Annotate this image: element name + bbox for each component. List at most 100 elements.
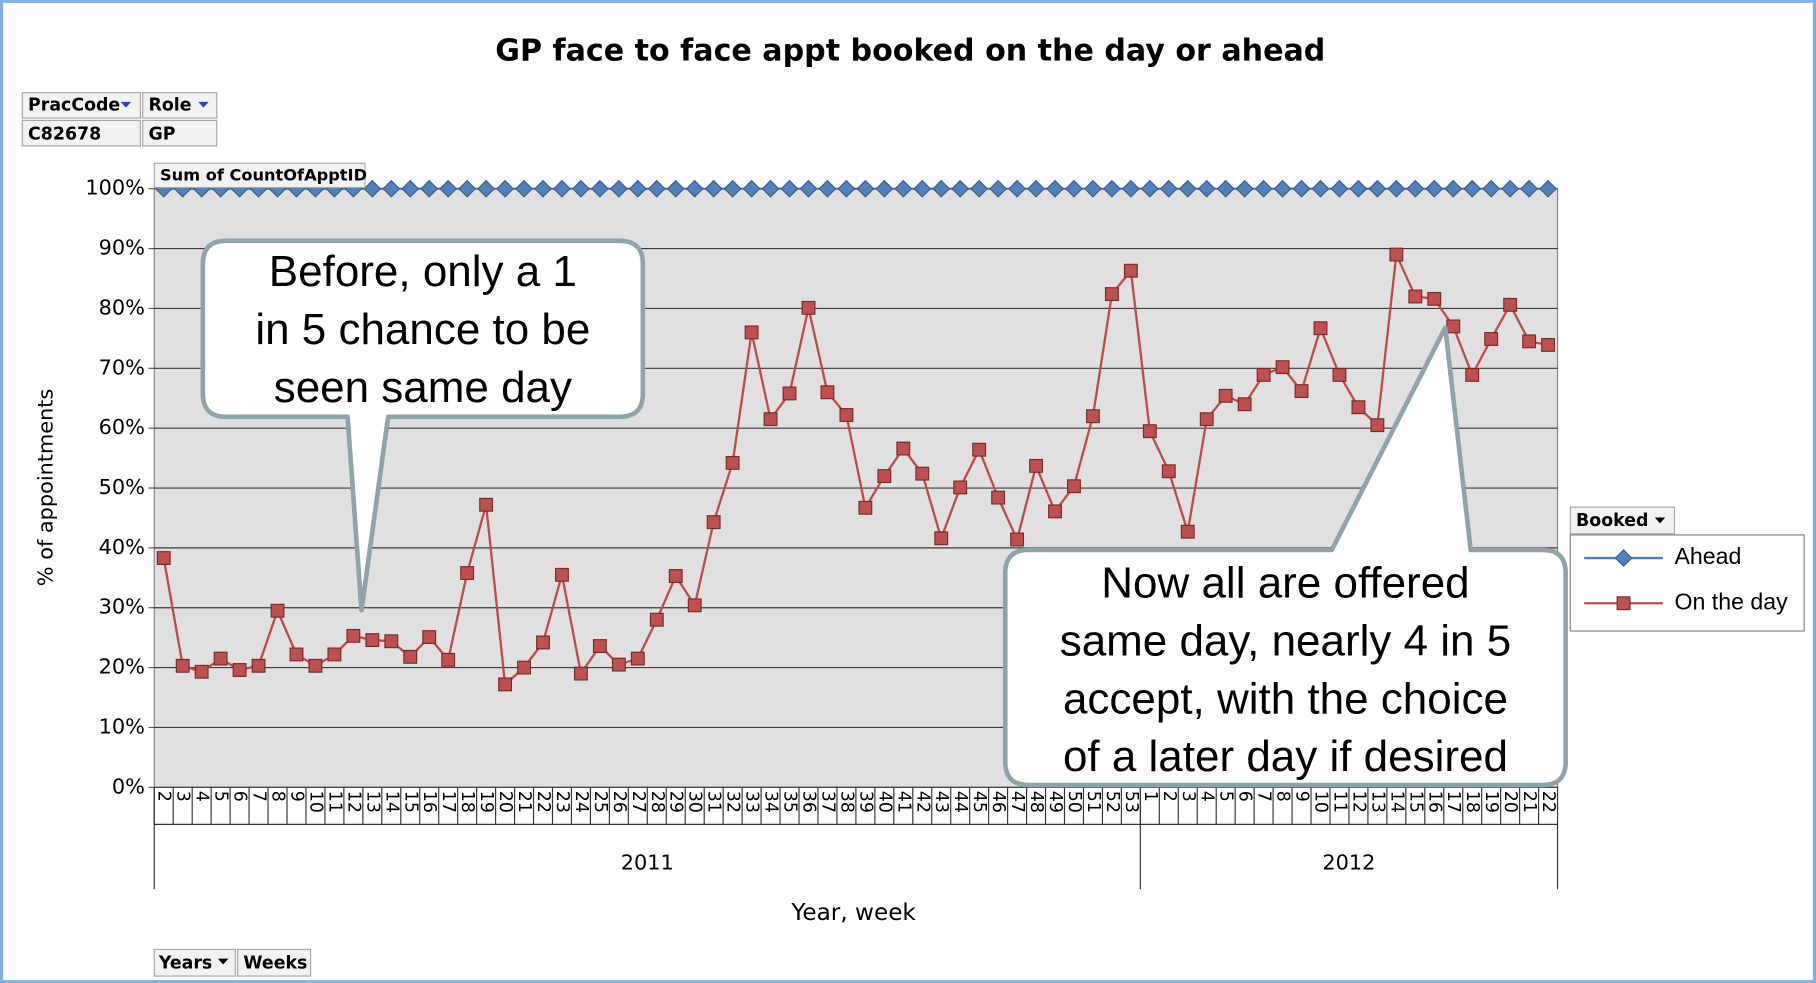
marker <box>477 179 496 198</box>
marker <box>1197 179 1216 198</box>
marker <box>1387 179 1406 198</box>
marker <box>744 325 759 340</box>
value-field-button[interactable] <box>153 162 366 189</box>
marker <box>573 666 588 681</box>
marker <box>858 500 873 515</box>
marker <box>915 466 930 481</box>
y-tick-label: 40% <box>99 535 145 559</box>
x-tick-label: 47 <box>1007 791 1027 813</box>
dropdown-arrow <box>198 101 209 108</box>
legend-title-button[interactable] <box>1569 506 1676 535</box>
marker <box>1102 179 1121 198</box>
marker <box>365 633 380 648</box>
x-tick-label: 30 <box>685 791 705 813</box>
marker <box>1085 409 1100 424</box>
x-tick-label: 15 <box>400 791 420 813</box>
legend-box <box>1569 534 1805 632</box>
marker <box>1216 179 1235 198</box>
x-tick-label: 4 <box>192 791 212 802</box>
marker <box>1294 384 1309 399</box>
y-tick-label: 20% <box>99 655 145 679</box>
marker <box>1237 397 1252 412</box>
marker <box>363 179 382 198</box>
y-tick-label: 50% <box>99 475 145 499</box>
marker <box>649 612 664 627</box>
marker <box>1463 179 1482 198</box>
marker <box>647 179 666 198</box>
x-tick-label: 5 <box>211 791 231 802</box>
marker <box>1046 179 1064 198</box>
marker <box>289 647 304 662</box>
callout-text: of a later day if desired <box>1063 732 1508 781</box>
marker <box>953 480 968 495</box>
x-tick-label: 3 <box>1178 791 1198 802</box>
row-field: Years <box>158 953 212 973</box>
marker <box>801 300 816 315</box>
marker <box>856 179 875 198</box>
marker <box>725 455 740 470</box>
callout <box>1002 325 1568 788</box>
marker <box>1027 179 1045 198</box>
y-tick-label: 60% <box>99 415 145 439</box>
x-tick-label: 44 <box>950 791 970 813</box>
marker <box>687 598 702 613</box>
x-tick-label: 20 <box>1500 791 1520 813</box>
legend-marker <box>1614 549 1633 567</box>
callout-text: accept, with the choice <box>1063 674 1508 723</box>
x-tick-label: 14 <box>1386 791 1406 813</box>
value-field: Sum of CountOfApptID <box>160 165 367 184</box>
marker <box>553 179 571 198</box>
filter-value: GP <box>148 124 175 144</box>
x-axis: 2345678910111213141516171819202122232425… <box>153 787 1559 890</box>
x-tick-label: 12 <box>343 791 363 813</box>
x-tick-label: 23 <box>552 791 572 813</box>
marker <box>1313 321 1328 336</box>
marker <box>572 179 590 198</box>
marker <box>1048 504 1062 519</box>
marker <box>213 651 228 666</box>
x-tick-label: 29 <box>666 791 686 813</box>
marker <box>972 442 987 457</box>
x-axis-label: Year, week <box>790 900 916 926</box>
x-tick-label: 21 <box>1519 791 1539 813</box>
callout-text: in 5 chance to be <box>255 305 590 354</box>
x-tick-label: 17 <box>1443 791 1463 813</box>
marker <box>422 630 437 645</box>
marker <box>1008 179 1027 198</box>
y-tick-label: 10% <box>99 714 145 738</box>
marker <box>782 386 797 401</box>
x-tick-label: 31 <box>704 791 724 813</box>
x-tick-label: 27 <box>628 791 648 813</box>
x-tick-label: 39 <box>855 791 875 813</box>
x-tick-label: 41 <box>893 791 913 813</box>
marker <box>1332 367 1347 382</box>
marker <box>382 179 401 198</box>
marker <box>346 628 361 643</box>
row-field: Weeks <box>243 953 307 973</box>
marker <box>1406 179 1425 198</box>
x-tick-label: 15 <box>1405 791 1425 813</box>
marker <box>820 385 835 400</box>
legend-title: Booked <box>1576 511 1648 531</box>
x-tick-label: 22 <box>1538 791 1558 813</box>
marker <box>1199 412 1214 427</box>
legend-label: Ahead <box>1674 543 1741 569</box>
marker <box>780 179 799 198</box>
marker <box>1275 360 1290 375</box>
callout-text: Before, only a 1 <box>269 247 577 296</box>
marker <box>1539 179 1557 198</box>
marker <box>1121 179 1140 198</box>
marker <box>1482 179 1501 198</box>
marker <box>420 179 439 198</box>
legend-marker <box>1616 596 1631 611</box>
marker <box>877 469 892 484</box>
x-tick-label: 8 <box>1273 791 1293 802</box>
filter-button[interactable] <box>21 92 141 119</box>
x-tick-label: 2 <box>154 791 174 802</box>
marker <box>723 179 742 198</box>
marker <box>1178 179 1197 198</box>
x-tick-label: 37 <box>817 791 837 813</box>
row-field-button[interactable] <box>237 948 312 977</box>
x-tick-label: 51 <box>1083 791 1103 813</box>
marker <box>630 651 645 666</box>
